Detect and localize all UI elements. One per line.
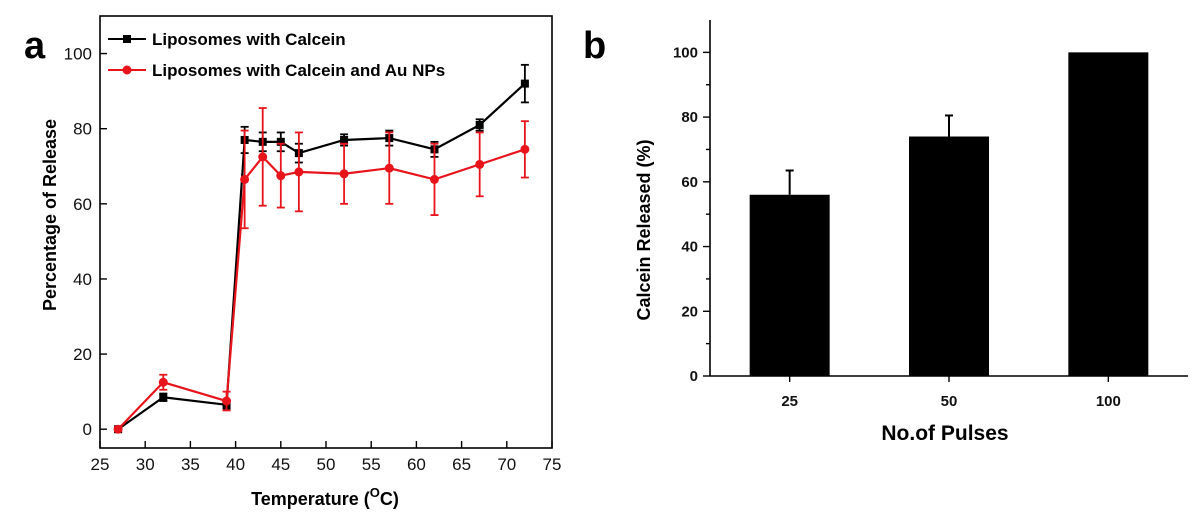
data-point [240,174,250,184]
data-point [294,167,304,177]
panel-b-letter: b [583,25,606,67]
data-point [520,144,530,154]
data-point [222,396,232,406]
legend-label-calcein: Liposomes with Calcein [152,30,346,49]
series-calcein [114,63,529,434]
b-y-tick-label-0: 0 [690,368,698,385]
bar-100 [1068,52,1149,376]
panel-a-line-chart: a Percentage of Release Temperature (OC)… [24,15,562,509]
x-tick-label-65: 65 [452,455,471,474]
panel-b-x-axis-title: No.of Pulses [881,422,1008,445]
legend-marker-calcein-au [122,65,132,75]
panel-b-bar-chart: b Calcein Released (%) No.of Pulses 0 20 4… [583,20,1188,445]
series-line [117,148,526,430]
data-point [158,377,168,387]
b-x-tick-label-50: 50 [941,393,958,410]
panel-a-x-axis-title: Temperature (OC) [251,485,399,509]
x-tick-label-70: 70 [497,455,516,474]
panel-a-y-axis-title: Percentage of Release [40,119,60,311]
b-x-tick-label-25: 25 [781,393,798,410]
x-title-end: C) [380,489,399,509]
panel-b-y-axis-title: Calcein Released (%) [634,139,654,320]
x-title-sup: O [370,485,380,500]
b-x-tick-label-100: 100 [1096,393,1121,410]
series-calcein-au [113,107,530,434]
b-y-tick-label-80: 80 [681,109,698,126]
panel-a-series [113,63,530,434]
x-title-main: Temperature ( [251,489,370,509]
series-line [117,82,526,431]
b-y-tick-label-60: 60 [681,174,698,191]
b-y-tick-label-40: 40 [681,239,698,256]
bar-50 [909,136,989,376]
panel-a-legend: Liposomes with Calcein Liposomes with Ca… [108,30,445,80]
panel-a-letter: a [24,25,46,67]
y-tick-label-80: 80 [73,120,92,139]
data-point [475,120,484,129]
data-point [339,169,349,179]
y-tick-label-40: 40 [73,270,92,289]
x-tick-label-60: 60 [407,455,426,474]
data-point [113,424,123,434]
y-tick-label-60: 60 [73,195,92,214]
data-point [384,163,394,173]
data-point [159,393,168,402]
legend-marker-calcein [123,35,131,43]
x-tick-label-75: 75 [543,455,562,474]
x-tick-label-50: 50 [317,455,336,474]
legend-label-calcein-au: Liposomes with Calcein and Au NPs [152,61,445,80]
y-tick-label-0: 0 [83,420,92,439]
y-tick-label-20: 20 [73,345,92,364]
x-tick-label-30: 30 [136,455,155,474]
x-tick-label-55: 55 [362,455,381,474]
bar-25 [749,194,830,376]
data-point [276,137,285,146]
data-point [258,152,268,162]
x-tick-label-40: 40 [226,455,245,474]
y-tick-label-100: 100 [64,45,92,64]
b-y-tick-label-20: 20 [681,303,698,320]
data-point [340,135,349,144]
b-y-tick-label-100: 100 [673,44,698,61]
x-tick-label-25: 25 [91,455,110,474]
data-point [520,79,529,88]
panel-a-axes: 25 30 35 40 45 50 55 60 65 70 75 0 20 40 60 80 100 [64,15,562,474]
data-point [475,159,485,169]
x-tick-label-35: 35 [181,455,200,474]
panel-b-bars [749,52,1149,376]
data-point [276,171,286,181]
x-tick-label-45: 45 [271,455,290,474]
data-point [429,174,439,184]
